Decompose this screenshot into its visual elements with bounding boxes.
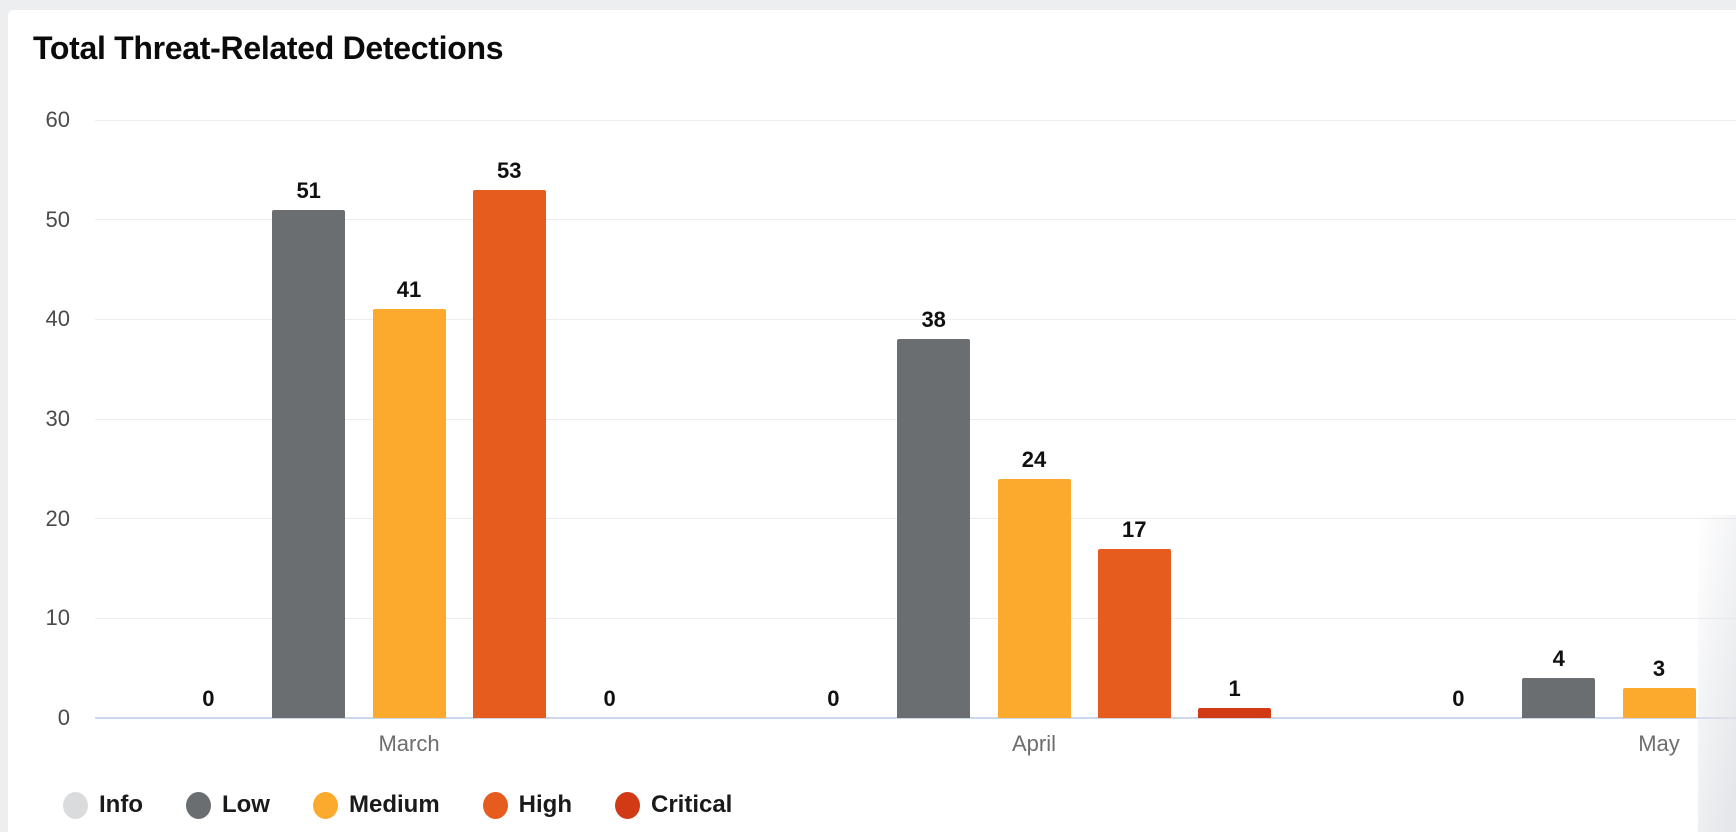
legend-item-medium[interactable]: Medium (312, 791, 440, 819)
y-axis-tick-label: 50 (45, 206, 70, 232)
x-axis-label-april: April (1011, 731, 1056, 756)
legend-swatch-info (63, 791, 88, 819)
right-edge-shadow (1698, 515, 1736, 832)
bar-value-label: 0 (202, 686, 215, 711)
bar-value-label: 51 (296, 178, 321, 203)
x-axis-label-march: March (378, 731, 440, 756)
bar-value-label: 1 (1228, 676, 1241, 701)
bar-high-april[interactable] (1097, 549, 1171, 718)
bar-medium-may[interactable] (1622, 688, 1696, 718)
y-axis-tick-label: 10 (45, 605, 70, 631)
gridline (95, 119, 1736, 121)
y-axis-tick-label: 60 (45, 107, 70, 132)
gridline (95, 318, 1736, 320)
bar-high-march[interactable] (472, 190, 546, 718)
legend-swatch-critical (614, 791, 640, 819)
legend-swatch-high (482, 791, 508, 819)
y-axis-tick-label: 20 (45, 505, 70, 531)
bar-value-label: 0 (827, 686, 840, 711)
legend-item-critical[interactable]: Critical (614, 791, 733, 819)
bar-value-label: 53 (497, 158, 522, 183)
bar-critical-april[interactable] (1198, 708, 1272, 718)
legend-swatch-medium (312, 791, 338, 819)
bar-value-label: 17 (1122, 517, 1147, 542)
bar-value-label: 24 (1021, 447, 1047, 472)
bar-value-label: 38 (921, 307, 946, 332)
x-axis-label-may: May (1638, 731, 1680, 756)
bar-medium-march[interactable] (372, 309, 446, 718)
y-axis-tick-label: 0 (57, 705, 70, 730)
bar-low-march[interactable] (272, 210, 346, 718)
chart-title: Total Threat-Related Detections (33, 30, 504, 66)
bar-value-label: 3 (1652, 656, 1666, 681)
gridline (95, 219, 1736, 221)
bar-low-may[interactable] (1522, 678, 1596, 718)
bar-low-april[interactable] (897, 339, 971, 718)
legend-label: Low (221, 791, 270, 818)
legend-label: Info (99, 791, 143, 818)
bar-medium-april[interactable] (997, 479, 1071, 718)
bar-value-label: 0 (1452, 686, 1465, 711)
legend-item-info[interactable]: Info (63, 791, 143, 819)
legend-label: Critical (650, 791, 733, 818)
x-axis-line (95, 717, 1736, 719)
legend-label: Medium (348, 791, 440, 818)
legend-label: High (518, 791, 572, 818)
legend-item-low[interactable]: Low (185, 791, 270, 819)
bar-value-label: 4 (1552, 646, 1565, 671)
chart-legend: Info Low Medium High Critical (63, 791, 732, 819)
legend-swatch-low (185, 791, 211, 819)
y-axis-tick-label: 30 (45, 406, 70, 431)
y-axis-tick-label: 40 (45, 306, 70, 332)
bar-value-label: 41 (396, 277, 422, 302)
legend-item-high[interactable]: High (482, 791, 572, 819)
bar-value-label: 0 (603, 686, 616, 711)
